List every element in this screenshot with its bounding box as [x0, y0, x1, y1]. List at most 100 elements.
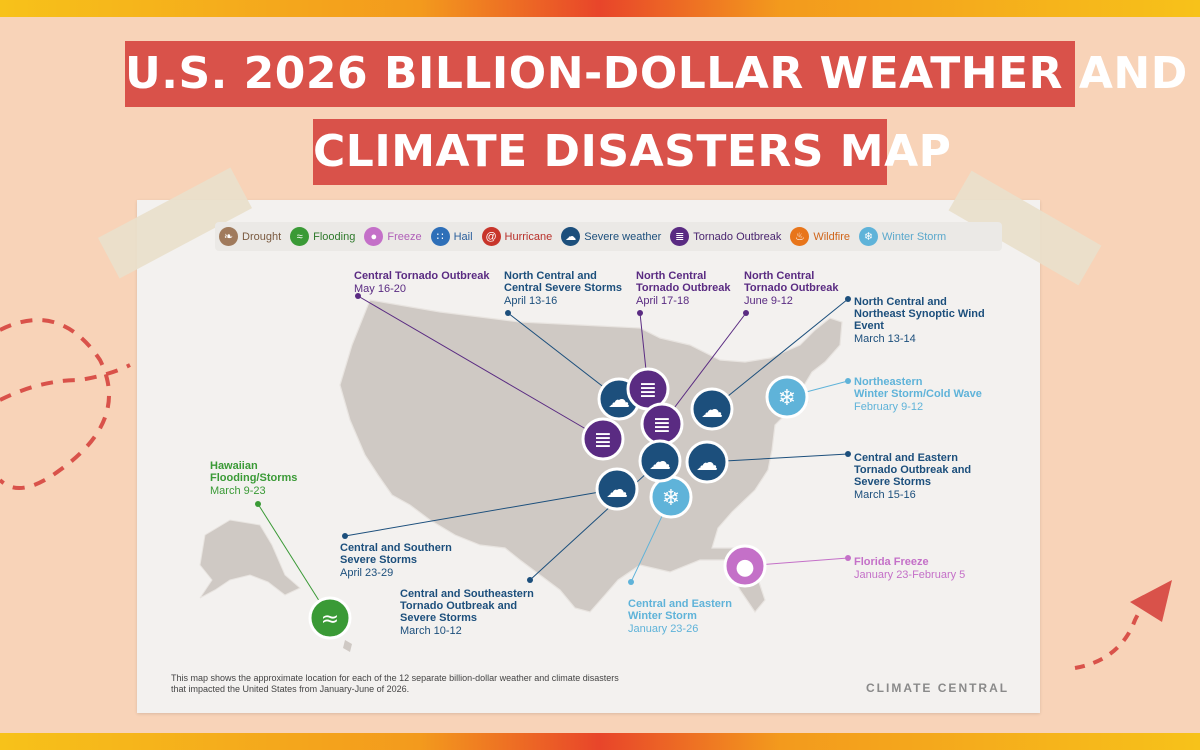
event-name: North Central and Northeast Synoptic Win… [854, 296, 985, 332]
tornado-icon: ≣ [670, 227, 690, 246]
event-label: Central and Southeastern Tornado Outbrea… [400, 588, 534, 637]
legend-item-drought: ❧ Drought [219, 227, 281, 246]
marker-circle [765, 375, 809, 419]
leader-dot [743, 310, 749, 316]
event-name: Central Tornado Outbreak [354, 270, 490, 282]
winter-storm-marker-icon: ❄ [765, 375, 809, 419]
legend-item-flooding: ≈ Flooding [290, 227, 355, 246]
marker-glyph: ● [735, 555, 754, 580]
marker-glyph: ☁ [701, 398, 723, 423]
severe-weather-marker-icon: ☁ [595, 467, 639, 511]
event-dates: March 15-16 [854, 489, 916, 501]
winter-storm-marker-icon: ❄ [649, 475, 693, 519]
marker-circle [308, 596, 352, 640]
event-name: Central and Southeastern Tornado Outbrea… [400, 588, 534, 624]
leader-dot [355, 293, 361, 299]
legend: ❧ Drought ≈ Flooding ● Freeze ∷ Hail @ Hurricane ☁… [215, 222, 1002, 251]
drought-icon: ❧ [219, 227, 238, 246]
legend-label: Severe weather [584, 230, 662, 243]
marker-circle [685, 440, 729, 484]
title-line-1: U.S. 2026 BILLION-DOLLAR WEATHER AND [125, 41, 1187, 107]
legend-label: Wildfire [813, 230, 851, 243]
legend-item-hail: ∷ Hail [430, 227, 473, 246]
right-arrowhead [1130, 580, 1172, 622]
event-name: North Central Tornado Outbreak [744, 270, 839, 294]
legend-item-freeze: ● Freeze [364, 227, 422, 246]
legend-label: Drought [242, 230, 282, 243]
legend-item-wildfire: ♨ Wildfire [790, 227, 850, 246]
event-name: Florida Freeze [854, 556, 929, 568]
severe-weather-marker-icon: ☁ [690, 387, 734, 431]
event-name: Central and Eastern Tornado Outbreak and… [854, 452, 972, 488]
marker-glyph: ≣ [653, 413, 671, 438]
footnote: This map shows the approximate location … [171, 673, 619, 694]
event-dates: March 13-14 [854, 333, 916, 345]
leader-dot [845, 296, 851, 302]
marker-glyph: ☁ [606, 478, 628, 503]
event-label: North Central and Central Severe Storms A… [504, 270, 622, 307]
tornado-marker-icon: ≣ [640, 402, 684, 446]
leader-line [529, 460, 661, 581]
event-label: Central and Southern Severe Storms April … [340, 542, 452, 579]
event-label: Central and Eastern Winter Storm January … [628, 598, 732, 635]
legend-label: Hail [453, 230, 473, 243]
event-label: North Central and Northeast Synoptic Win… [854, 296, 985, 345]
legend-item-winter-storm: ❄ Winter Storm [859, 227, 946, 246]
leader-dot [845, 451, 851, 457]
marker-glyph: ≣ [594, 428, 612, 453]
hail-icon: ∷ [430, 227, 450, 246]
event-name: Central and Southern Severe Storms [340, 542, 452, 566]
freeze-marker-icon: ● [723, 544, 767, 588]
leader-dot [505, 310, 511, 316]
leader-dot [342, 533, 348, 539]
event-name: North Central Tornado Outbreak [636, 270, 731, 294]
marker-circle [690, 387, 734, 431]
event-dates: March 10-12 [400, 625, 462, 637]
climate-central-logo: CLIMATE CENTRAL [866, 681, 1010, 695]
event-label: North Central Tornado Outbreak June 9-12 [744, 270, 839, 307]
leader-line [711, 298, 849, 410]
marker-circle [638, 439, 682, 483]
leader-line [344, 488, 618, 537]
severe-weather-marker-icon: ☁ [638, 439, 682, 483]
event-dates: January 23-26 [628, 623, 699, 635]
marker-glyph: ☁ [649, 450, 671, 475]
event-label: Hawaiian Flooding/Storms March 9-23 [210, 460, 297, 497]
event-dates: May 16-20 [354, 283, 406, 295]
marker-glyph: ❄ [778, 386, 796, 411]
alaska-shape [199, 519, 301, 599]
winter-storm-icon: ❄ [859, 227, 879, 246]
leader-line [507, 312, 620, 400]
wildfire-icon: ♨ [790, 227, 810, 246]
legend-label: Freeze [387, 230, 422, 243]
freeze-icon: ● [364, 227, 384, 246]
legend-label: Winter Storm [882, 230, 947, 243]
title-line-2: CLIMATE DISASTERS MAP [313, 119, 951, 185]
left-dashed-swirl [0, 318, 111, 490]
severe-weather-marker-icon: ☁ [685, 440, 729, 484]
event-label: Central and Eastern Tornado Outbreak and… [854, 452, 971, 501]
event-label: Florida Freeze January 23-February 5 [854, 556, 965, 581]
event-label: North Central Tornado Outbreak April 17-1… [636, 270, 731, 307]
event-dates: February 9-12 [854, 401, 924, 413]
legend-label: Flooding [313, 230, 356, 243]
flooding-marker-icon: ≈ [308, 596, 352, 640]
leader-dot [628, 579, 634, 585]
flooding-icon: ≈ [290, 227, 310, 246]
event-name: Northeastern Winter Storm/Cold Wave [854, 376, 982, 400]
leader-line [706, 453, 849, 463]
leader-line [661, 312, 747, 425]
severe-weather-icon: ☁ [561, 227, 581, 246]
legend-label: Hurricane [504, 230, 553, 243]
event-label: Central Tornado Outbreak May 16-20 [354, 270, 489, 295]
tornado-marker-icon: ≣ [581, 417, 625, 461]
top-gradient-stripe [0, 0, 1200, 17]
marker-circle [723, 544, 767, 588]
legend-label: Tornado Outbreak [693, 230, 782, 243]
event-dates: April 23-29 [340, 567, 394, 579]
leader-line [257, 503, 331, 619]
hawaii-shape [343, 640, 352, 652]
leader-line [357, 295, 604, 440]
